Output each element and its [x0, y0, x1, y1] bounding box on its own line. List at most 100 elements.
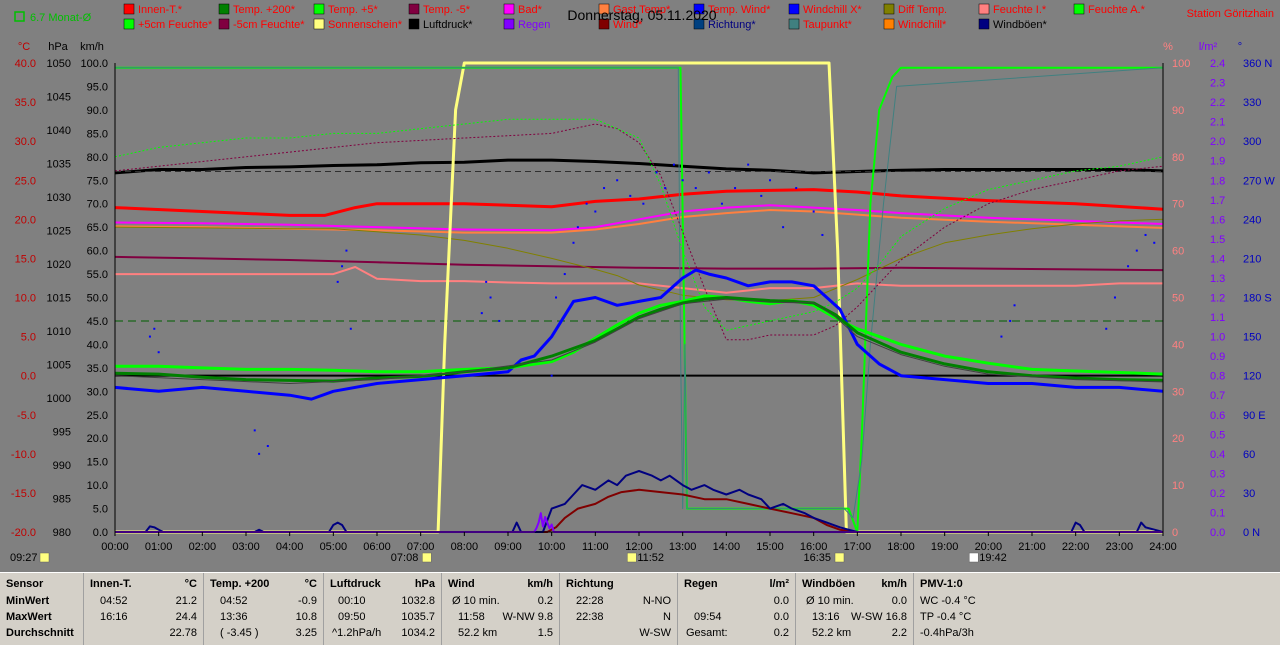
legend: Innen-T.* Temp. +200* Temp. +5* Temp. -5* Ba… — [123, 3, 1146, 31]
celsius-tick-label: 20.0 — [15, 214, 36, 226]
legend-label: Windchill X* — [803, 4, 862, 16]
kmh-tick-label: 60.0 — [87, 246, 108, 258]
wind-max-time: 11:58 — [458, 611, 485, 623]
rain-tick-label: 2.0 — [1210, 136, 1225, 148]
stats-header-boen: Windböen — [802, 578, 856, 590]
marker-sunset-time: 16:35 — [803, 552, 831, 564]
legend-label: Taupunkt* — [803, 19, 853, 31]
stats-header-regen-unit: l/m² — [769, 578, 789, 590]
celsius-axis-label: °C — [18, 41, 30, 53]
rain-tick-label: 0.8 — [1210, 371, 1225, 383]
kmh-axis-label: km/h — [80, 41, 104, 53]
celsius-tick-label: 0.0 — [21, 371, 36, 383]
kmh-tick-label: 35.0 — [87, 363, 108, 375]
chart-title: Donnerstag, 05.11.2020 — [567, 7, 716, 23]
data-point — [258, 452, 261, 455]
legend-label: Feuchte I.* — [993, 4, 1047, 16]
kmh-tick-label: 95.0 — [87, 81, 108, 93]
data-point — [1135, 249, 1138, 252]
marker-moon-time: 19:42 — [979, 552, 1007, 564]
stats-richtung-col: Richtung 22:28 N-NO 22:38 N W-SW — [560, 573, 678, 645]
regen-max-value: 0.0 — [773, 611, 789, 623]
data-point — [821, 233, 824, 236]
celsius-tick-label: 30.0 — [15, 136, 36, 148]
data-point — [345, 249, 348, 252]
data-point — [812, 210, 815, 213]
series-5cm-feuchte — [114, 123, 1164, 341]
series-5cm-feuchte — [114, 118, 1164, 331]
legend-label: Diff Temp. — [898, 4, 947, 16]
direction-tick-label: 120 — [1243, 371, 1261, 383]
legend-label: Regen — [518, 19, 550, 31]
rain-tick-label: 2.4 — [1210, 58, 1225, 70]
series-temp-5 — [114, 255, 1164, 272]
legend-swatch — [978, 18, 990, 30]
data-point — [1127, 265, 1130, 268]
stats-boen-col: Windböen km/h Ø 10 min. 0.0 13:16 W-SW 16.8… — [796, 573, 914, 645]
rain-tick-label: 0.6 — [1210, 410, 1225, 422]
direction-tick-label: 330 — [1243, 97, 1261, 109]
kmh-tick-label: 50.0 — [87, 293, 108, 305]
regen-total-label: Gesamt: — [686, 627, 728, 639]
hpa-tick-label: 1030 — [47, 192, 71, 204]
stats-luft-col: Luftdruck hPa 00:10 1032.8 09:50 1035.7 ^1.… — [324, 573, 442, 645]
celsius-tick-label: 15.0 — [15, 253, 36, 265]
series-temp-5 — [115, 294, 1164, 376]
stats-pmv-col: PMV-1:0 WC -0.4 °C TP -0.4 °C -0.4hPa/3h — [914, 573, 1034, 645]
boen-avg-distance: 52.2 km — [812, 627, 852, 639]
rain-tick-label: 0.1 — [1210, 507, 1225, 519]
data-point — [1153, 241, 1156, 244]
kmh-tick-label: 55.0 — [87, 269, 108, 281]
stats-t200-col: Temp. +200 °C 04:52 -0.9 13:36 10.8 ( -3.45… — [204, 573, 324, 645]
direction-tick-label: 30 — [1243, 488, 1255, 500]
x-tick-label: 08:00 — [451, 541, 479, 553]
percent-tick-label: 40 — [1172, 339, 1184, 351]
x-tick-label: 07:00 — [407, 541, 435, 553]
kmh-tick-label: 30.0 — [87, 386, 108, 398]
stats-table: Sensor MinWert MaxWert Durchschnitt Inne… — [0, 572, 1280, 645]
pmv-wc: WC -0.4 °C — [920, 595, 976, 607]
celsius-tick-label: 10.0 — [15, 293, 36, 305]
legend-label: Temp. +5* — [328, 4, 379, 16]
stats-sensor-col: Sensor MinWert MaxWert Durchschnitt — [0, 573, 84, 645]
legend-swatch — [123, 3, 135, 15]
legend-label: Windböen* — [993, 19, 1048, 31]
hpa-tick-label: 1015 — [47, 293, 71, 305]
celsius-tick-label: 35.0 — [15, 97, 36, 109]
rain-tick-label: 2.1 — [1210, 117, 1225, 129]
stats-header-regen: Regen — [684, 578, 718, 590]
legend-swatch — [1073, 3, 1085, 15]
stats-header-boen-unit: km/h — [881, 578, 907, 590]
direction-tick-label: 360 N — [1243, 58, 1272, 70]
legend-label: Gast Temp* — [613, 4, 671, 16]
hpa-tick-label: 985 — [53, 494, 71, 506]
data-point — [760, 194, 763, 197]
rain-tick-label: 0.2 — [1210, 488, 1225, 500]
data-point — [1144, 233, 1147, 236]
regen-total-value: 0.2 — [773, 627, 789, 639]
legend-swatch — [883, 18, 895, 30]
legend-swatch — [788, 3, 800, 15]
x-tick-label: 20:00 — [975, 541, 1003, 553]
legend-swatch — [218, 18, 230, 30]
direction-tick-label: 210 — [1243, 253, 1261, 265]
data-point — [563, 273, 566, 276]
data-point — [498, 319, 501, 322]
legend-swatch — [693, 3, 705, 15]
legend-swatch — [598, 3, 610, 15]
innen-max-time: 16:16 — [100, 611, 128, 623]
kmh-tick-label: 15.0 — [87, 457, 108, 469]
series-windchill-x — [148, 163, 1156, 455]
percent-tick-label: 90 — [1172, 105, 1184, 117]
boen-max-value: W-SW 16.8 — [850, 611, 907, 623]
rain-tick-label: 1.6 — [1210, 214, 1225, 226]
luft-max-value: 1035.7 — [401, 611, 435, 623]
kmh-tick-label: 100.0 — [80, 58, 108, 70]
legend-swatch — [313, 3, 325, 15]
rain-tick-label: 1.9 — [1210, 156, 1225, 168]
marker-moon-icon — [968, 552, 979, 563]
data-point — [642, 202, 645, 205]
wind-min-value: 0.2 — [537, 595, 553, 607]
grid — [115, 320, 1163, 377]
data-point — [485, 280, 488, 283]
